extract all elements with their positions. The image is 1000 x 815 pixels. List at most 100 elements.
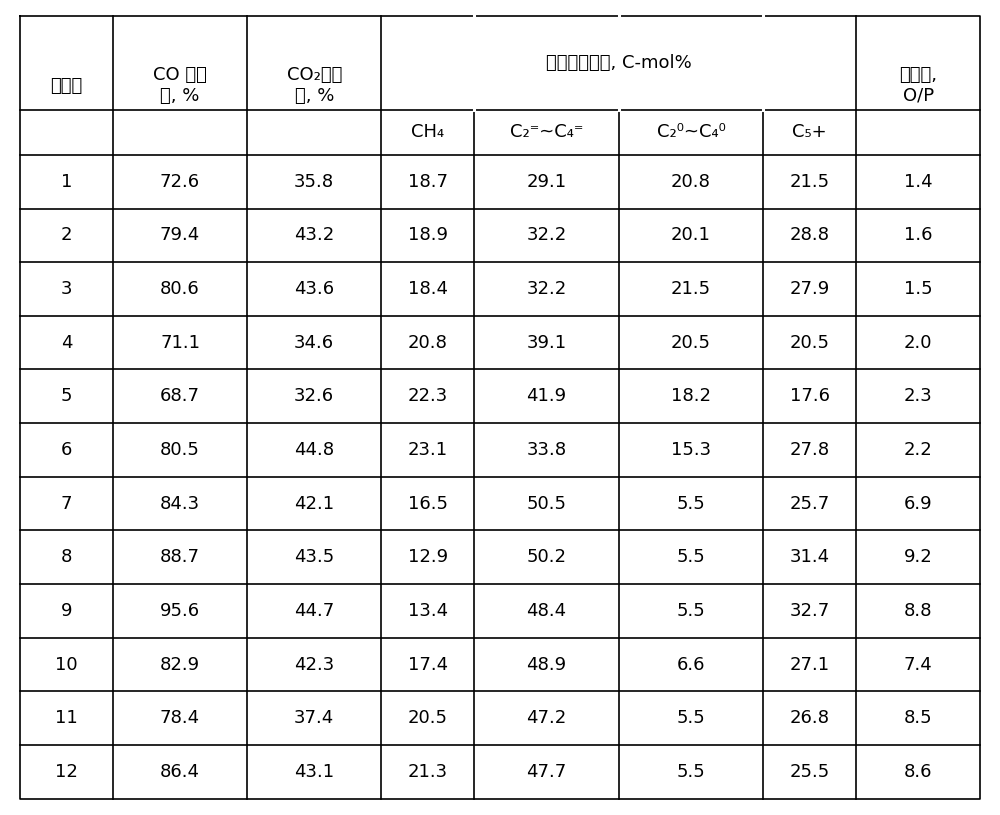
Text: 6: 6	[61, 441, 72, 459]
Text: 44.8: 44.8	[294, 441, 334, 459]
Text: 烃类产物分布, C-mol%: 烃类产物分布, C-mol%	[546, 54, 692, 73]
Text: 1: 1	[61, 173, 72, 191]
Text: 28.8: 28.8	[790, 227, 830, 244]
Text: 29.1: 29.1	[526, 173, 567, 191]
Text: 27.9: 27.9	[790, 280, 830, 298]
Text: 7.4: 7.4	[904, 655, 932, 673]
Text: C₂⁼~C₄⁼: C₂⁼~C₄⁼	[510, 123, 583, 142]
Text: 6.6: 6.6	[677, 655, 705, 673]
Text: CH₄: CH₄	[411, 123, 444, 142]
Text: 44.7: 44.7	[294, 602, 334, 620]
Text: 20.5: 20.5	[790, 333, 830, 351]
Text: 37.4: 37.4	[294, 709, 334, 727]
Text: 12.9: 12.9	[408, 548, 448, 566]
Text: 43.6: 43.6	[294, 280, 334, 298]
Text: 47.2: 47.2	[526, 709, 567, 727]
Text: 88.7: 88.7	[160, 548, 200, 566]
Text: 3: 3	[61, 280, 72, 298]
Text: 32.7: 32.7	[790, 602, 830, 620]
Text: 15.3: 15.3	[671, 441, 711, 459]
Text: 78.4: 78.4	[160, 709, 200, 727]
Text: 5.5: 5.5	[677, 495, 705, 513]
Text: 5.5: 5.5	[677, 763, 705, 781]
Text: 20.8: 20.8	[671, 173, 711, 191]
Text: 7: 7	[61, 495, 72, 513]
Text: 2.3: 2.3	[904, 387, 932, 405]
Text: 50.5: 50.5	[526, 495, 566, 513]
Text: 5.5: 5.5	[677, 602, 705, 620]
Text: CO₂选择
性, %: CO₂选择 性, %	[287, 66, 342, 105]
Text: 2.2: 2.2	[904, 441, 932, 459]
Text: 1.5: 1.5	[904, 280, 932, 298]
Text: 43.5: 43.5	[294, 548, 334, 566]
Text: 43.1: 43.1	[294, 763, 334, 781]
Text: 8.8: 8.8	[904, 602, 932, 620]
Text: 18.2: 18.2	[671, 387, 711, 405]
Text: 43.2: 43.2	[294, 227, 334, 244]
Text: C₅+: C₅+	[792, 123, 827, 142]
Text: 79.4: 79.4	[160, 227, 200, 244]
Text: 39.1: 39.1	[526, 333, 567, 351]
Text: 22.3: 22.3	[408, 387, 448, 405]
Text: 8.5: 8.5	[904, 709, 932, 727]
Text: 48.9: 48.9	[526, 655, 567, 673]
Text: 1.4: 1.4	[904, 173, 932, 191]
Text: 72.6: 72.6	[160, 173, 200, 191]
Text: 17.6: 17.6	[790, 387, 830, 405]
Text: 13.4: 13.4	[408, 602, 448, 620]
Text: 2.0: 2.0	[904, 333, 932, 351]
Text: 8.6: 8.6	[904, 763, 932, 781]
Text: 18.4: 18.4	[408, 280, 448, 298]
Text: 烯烷比,
O/P: 烯烷比, O/P	[899, 66, 937, 105]
Text: 20.5: 20.5	[408, 709, 448, 727]
Text: 50.2: 50.2	[526, 548, 566, 566]
Text: 32.2: 32.2	[526, 227, 567, 244]
Text: 26.8: 26.8	[790, 709, 830, 727]
Text: 71.1: 71.1	[160, 333, 200, 351]
Text: 18.9: 18.9	[408, 227, 448, 244]
Text: 84.3: 84.3	[160, 495, 200, 513]
Text: 21.5: 21.5	[790, 173, 830, 191]
Text: 16.5: 16.5	[408, 495, 448, 513]
Text: 5: 5	[61, 387, 72, 405]
Text: 11: 11	[55, 709, 78, 727]
Text: 实施例: 实施例	[50, 77, 83, 95]
Text: CO 转化
率, %: CO 转化 率, %	[153, 66, 207, 105]
Text: 80.5: 80.5	[160, 441, 200, 459]
Text: 31.4: 31.4	[790, 548, 830, 566]
Text: 33.8: 33.8	[526, 441, 567, 459]
Text: 6.9: 6.9	[904, 495, 932, 513]
Text: 1.6: 1.6	[904, 227, 932, 244]
Text: 35.8: 35.8	[294, 173, 334, 191]
Text: 5.5: 5.5	[677, 548, 705, 566]
Text: 34.6: 34.6	[294, 333, 334, 351]
Text: 17.4: 17.4	[408, 655, 448, 673]
Text: 86.4: 86.4	[160, 763, 200, 781]
Text: 12: 12	[55, 763, 78, 781]
Text: 9: 9	[61, 602, 72, 620]
Text: 42.1: 42.1	[294, 495, 334, 513]
Text: 4: 4	[61, 333, 72, 351]
Text: 5.5: 5.5	[677, 709, 705, 727]
Text: 8: 8	[61, 548, 72, 566]
Text: 23.1: 23.1	[408, 441, 448, 459]
Text: 9.2: 9.2	[904, 548, 932, 566]
Text: 80.6: 80.6	[160, 280, 200, 298]
Text: 32.6: 32.6	[294, 387, 334, 405]
Text: 10: 10	[55, 655, 78, 673]
Text: 2: 2	[61, 227, 72, 244]
Text: 32.2: 32.2	[526, 280, 567, 298]
Text: 21.3: 21.3	[408, 763, 448, 781]
Text: 48.4: 48.4	[526, 602, 567, 620]
Text: 21.5: 21.5	[671, 280, 711, 298]
Text: 27.1: 27.1	[790, 655, 830, 673]
Text: 25.5: 25.5	[790, 763, 830, 781]
Text: 20.1: 20.1	[671, 227, 711, 244]
Text: 41.9: 41.9	[526, 387, 567, 405]
Text: 42.3: 42.3	[294, 655, 334, 673]
Text: 25.7: 25.7	[790, 495, 830, 513]
Text: 95.6: 95.6	[160, 602, 200, 620]
Text: 20.8: 20.8	[408, 333, 448, 351]
Text: 47.7: 47.7	[526, 763, 567, 781]
Text: 68.7: 68.7	[160, 387, 200, 405]
